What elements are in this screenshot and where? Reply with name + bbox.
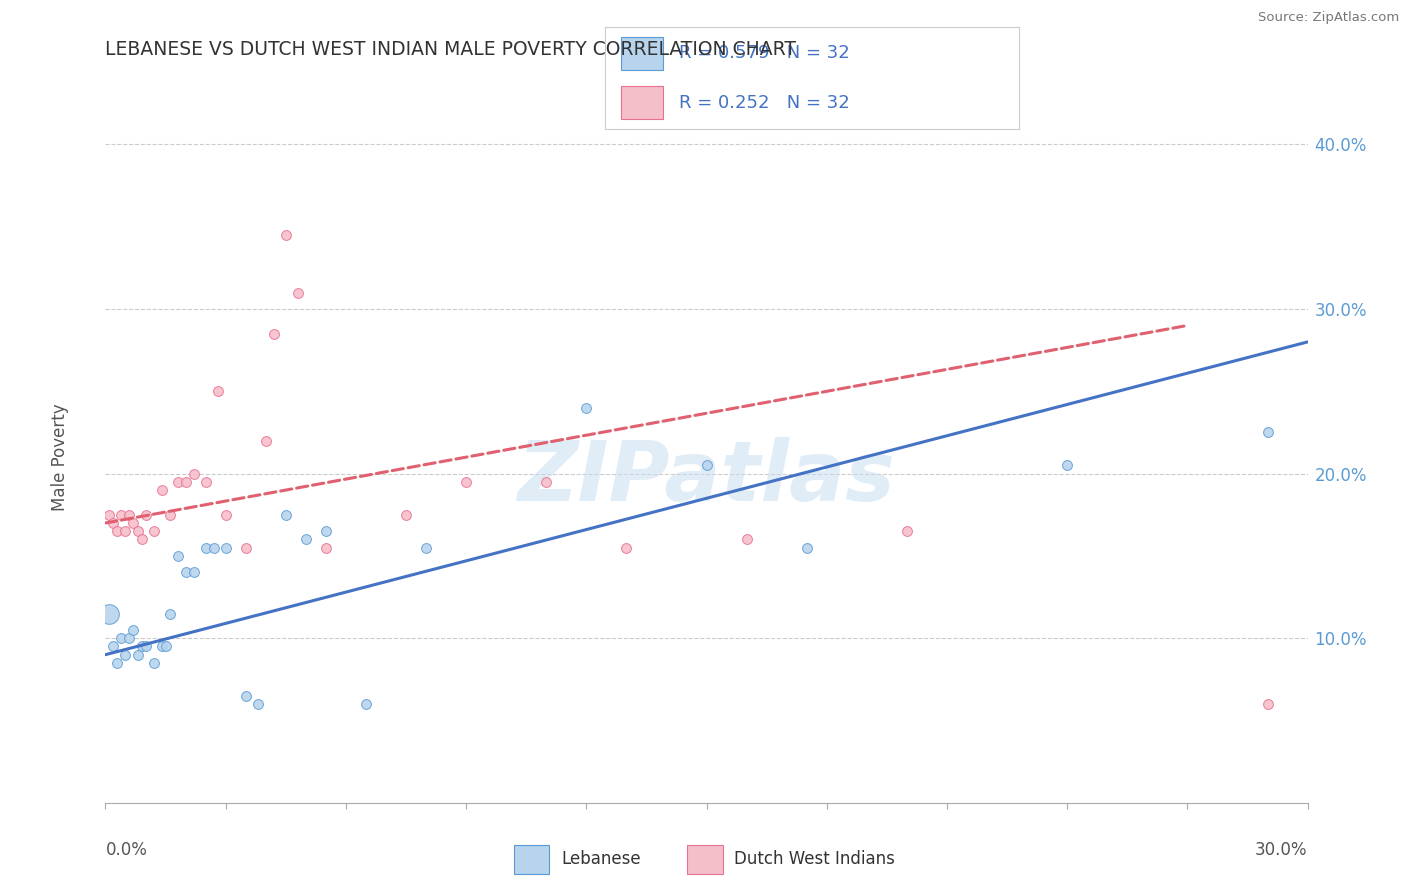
Point (150, 483, 173, 497)
Point (114, 524, 136, 539)
Point (110, 631, 132, 645)
Point (696, 458, 718, 473)
Text: 0.0%: 0.0% (105, 841, 148, 859)
Text: ZIPatlas: ZIPatlas (517, 437, 896, 518)
Point (174, 475, 197, 489)
Point (235, 541, 257, 555)
Point (150, 640, 173, 654)
Point (122, 516, 145, 530)
Point (194, 541, 217, 555)
Point (896, 524, 918, 539)
Text: 30.0%: 30.0% (1256, 841, 1308, 859)
Point (166, 549, 188, 563)
Point (135, 640, 157, 654)
Text: Male Poverty: Male Poverty (51, 403, 69, 511)
Point (1257, 425, 1279, 440)
Point (127, 524, 149, 539)
Point (315, 524, 337, 539)
Bar (688, 845, 723, 874)
Text: LEBANESE VS DUTCH WEST INDIAN MALE POVERTY CORRELATION CHART: LEBANESE VS DUTCH WEST INDIAN MALE POVER… (105, 40, 796, 59)
Point (118, 508, 141, 522)
Point (98, 607, 121, 621)
Point (534, 475, 557, 489)
Point (254, 434, 277, 448)
Point (246, 697, 269, 711)
Point (575, 401, 598, 415)
Text: Lebanese: Lebanese (561, 849, 641, 868)
Point (135, 508, 157, 522)
Bar (621, 87, 662, 119)
Point (159, 508, 181, 522)
Point (118, 631, 141, 645)
Point (235, 689, 257, 703)
Point (274, 508, 297, 522)
Point (131, 640, 153, 654)
Text: Dutch West Indians: Dutch West Indians (734, 849, 896, 868)
Point (183, 566, 205, 580)
Point (295, 533, 318, 547)
Point (315, 541, 337, 555)
Point (142, 656, 165, 670)
Point (183, 467, 205, 481)
Point (110, 508, 132, 522)
Point (159, 607, 181, 621)
Point (194, 475, 217, 489)
Point (735, 533, 758, 547)
Point (287, 285, 309, 300)
Point (142, 524, 165, 539)
Point (174, 566, 197, 580)
Point (103, 516, 125, 530)
Point (395, 508, 418, 522)
Text: R = 0.579   N = 32: R = 0.579 N = 32 (679, 45, 851, 62)
Point (103, 640, 125, 654)
Point (214, 508, 236, 522)
Bar (621, 37, 662, 70)
Point (131, 533, 153, 547)
Point (415, 541, 437, 555)
Point (166, 475, 188, 489)
Point (354, 697, 377, 711)
Point (207, 384, 229, 399)
Point (1056, 458, 1078, 473)
Point (796, 541, 818, 555)
Text: Source: ZipAtlas.com: Source: ZipAtlas.com (1258, 11, 1399, 24)
Point (214, 541, 236, 555)
Point (114, 648, 136, 662)
Point (202, 541, 225, 555)
Point (107, 656, 129, 670)
Point (122, 623, 145, 637)
Point (98, 508, 121, 522)
Point (616, 541, 638, 555)
Point (127, 648, 149, 662)
Point (454, 475, 477, 489)
Text: R = 0.252   N = 32: R = 0.252 N = 32 (679, 94, 851, 112)
Point (1257, 697, 1279, 711)
Point (155, 640, 177, 654)
Point (274, 227, 297, 242)
Point (263, 326, 285, 341)
Point (107, 524, 129, 539)
Bar (515, 845, 550, 874)
